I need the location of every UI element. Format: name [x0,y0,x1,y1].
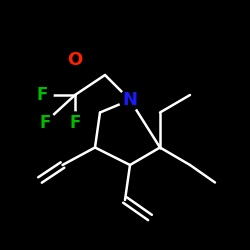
Circle shape [64,50,86,70]
Text: N: N [122,91,138,109]
Circle shape [32,84,53,105]
Text: O: O [68,51,82,69]
Circle shape [34,112,56,133]
Circle shape [64,112,86,133]
Text: F: F [69,114,81,132]
Circle shape [120,90,141,110]
Text: F: F [39,114,51,132]
Text: F: F [37,86,48,104]
